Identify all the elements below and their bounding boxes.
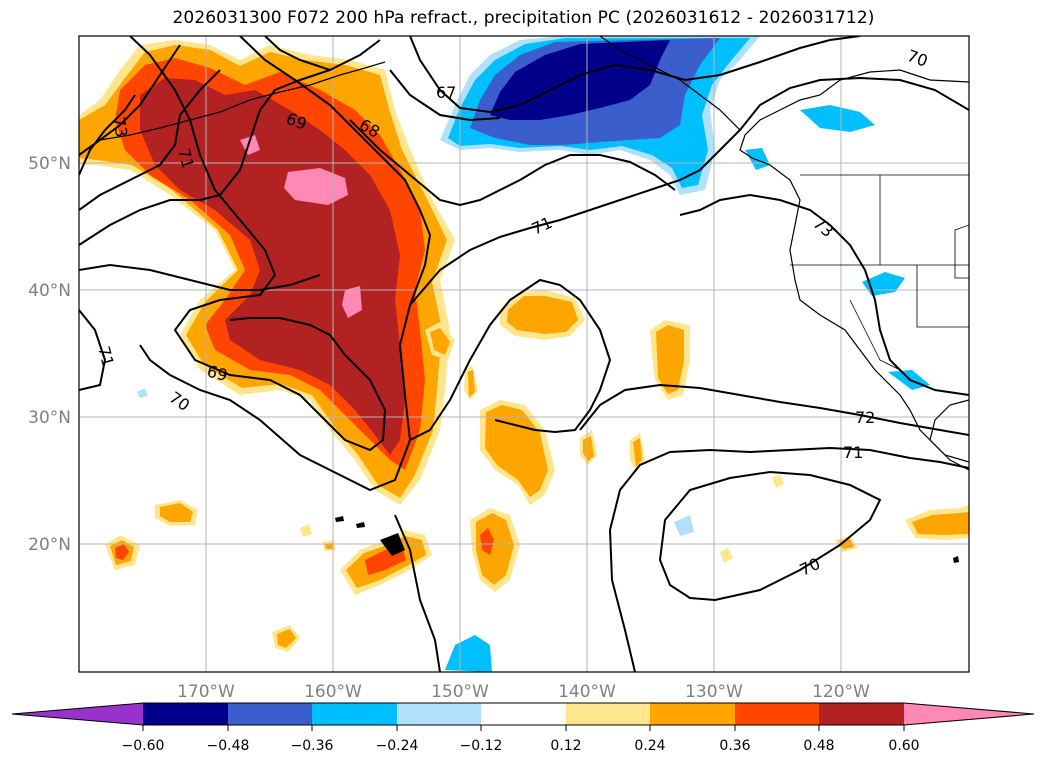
lon-axis-labels: 170°W 160°W 150°W 140°W 130°W 120°W [177,682,870,702]
lat-label-50n: 50°N [28,154,71,174]
colorbar-tick-label: −0.60 [122,738,165,754]
colorbar-tick-label: −0.36 [291,738,334,754]
lat-axis-labels: 50°N 40°N 30°N 20°N [28,154,71,555]
colorbar-tick-label: 0.60 [888,738,919,754]
colorbar-segment [735,703,819,725]
colorbar-tick-label: 0.12 [550,738,581,754]
lon-label-150w: 150°W [431,682,489,702]
colorbar-tick-label: −0.24 [376,738,419,754]
colorbar-tick-label: 0.24 [634,738,665,754]
colorbar-tick-label: 0.36 [719,738,750,754]
precip-positive-blobs [105,290,969,652]
colorbar-segment [312,703,397,725]
contour-label: 67 [436,83,456,102]
map-frame [78,35,970,673]
colorbar-extend-low [12,703,143,725]
refractivity-contours [79,36,969,672]
coastlines [99,36,969,471]
colorbar-segment [481,703,566,725]
contour-label: 72 [855,408,875,427]
lon-label-170w: 170°W [177,682,235,702]
contour-label: 69 [205,362,230,386]
lat-label-20n: 20°N [28,535,71,555]
precip-negative-north [137,36,930,672]
map-title: 2026031300 F072 200 hPa refract., precip… [172,8,875,28]
islands [335,516,959,563]
colorbar-segment [650,703,735,725]
colorbar-extend-high [904,703,1034,725]
colorbar-tick-label: −0.12 [460,738,503,754]
colorbar-tick-label: 0.48 [803,738,834,754]
contour-label: 71 [843,443,863,462]
colorbar-segment [566,703,650,725]
borders [790,174,969,371]
contour-label: 73 [109,115,131,138]
lon-label-120w: 120°W [812,682,870,702]
contour-label: 71 [94,344,118,369]
lat-label-40n: 40°N [28,281,71,301]
colorbar-tick-label: −0.48 [207,738,250,754]
colorbar-segment [143,703,228,725]
lon-label-160w: 160°W [304,682,362,702]
lon-label-140w: 140°W [558,682,616,702]
colorbar: −0.60 −0.48 −0.36 −0.24 −0.12 0.12 0.24 … [11,702,1035,754]
colorbar-segment [228,703,312,725]
lon-label-130w: 130°W [685,682,743,702]
colorbar-segment [397,703,481,725]
colorbar-segment [819,703,904,725]
lat-label-30n: 30°N [28,408,71,428]
contour-label: 71 [174,146,198,171]
map-graticule [79,36,969,672]
